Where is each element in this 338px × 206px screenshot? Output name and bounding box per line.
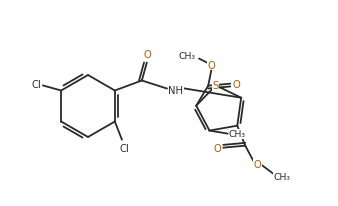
Text: O: O xyxy=(207,60,215,70)
Text: Cl: Cl xyxy=(120,143,130,153)
Text: O: O xyxy=(254,159,261,169)
Text: CH₃: CH₃ xyxy=(274,172,291,181)
Text: O: O xyxy=(144,50,152,60)
Text: O: O xyxy=(213,143,221,153)
Text: NH: NH xyxy=(168,85,183,95)
Text: CH₃: CH₃ xyxy=(229,129,246,138)
Text: S: S xyxy=(213,81,219,91)
Text: CH₃: CH₃ xyxy=(179,52,196,61)
Text: Cl: Cl xyxy=(31,79,41,89)
Text: O: O xyxy=(232,79,240,89)
